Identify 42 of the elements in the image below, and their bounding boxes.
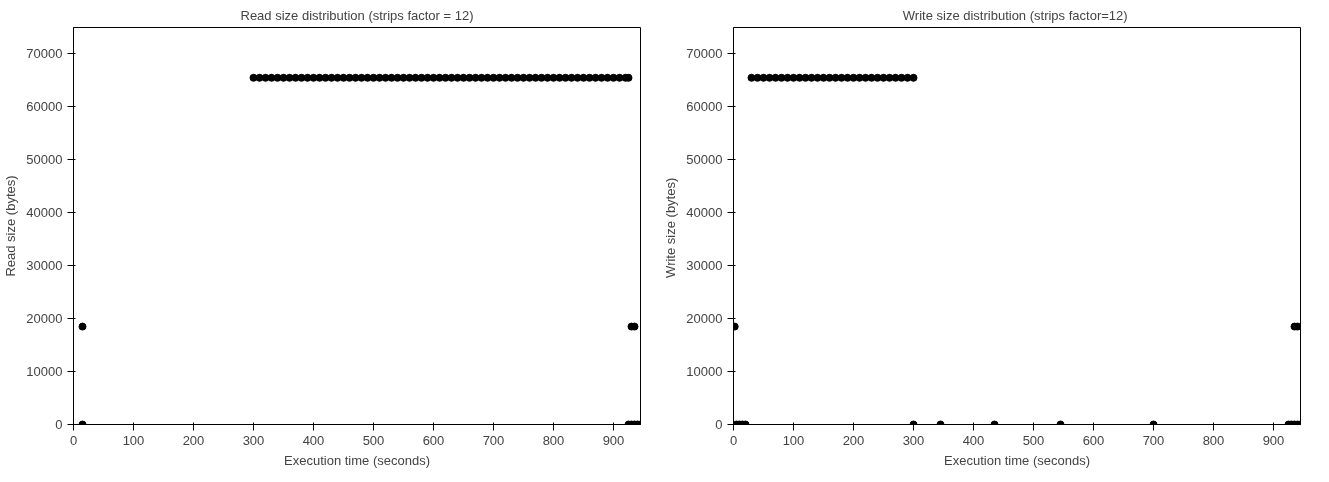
y-tick-label: 10000 <box>686 364 723 380</box>
x-tick-label: 400 <box>302 432 325 448</box>
y-tick-label: 10000 <box>26 364 63 380</box>
chart-title: Read size distribution (strips factor = 12) <box>240 7 474 23</box>
y-tick-label: 30000 <box>686 258 723 274</box>
y-axis-title: Read size (bytes) <box>3 175 19 277</box>
y-tick-label: 70000 <box>26 46 63 62</box>
y-tick-label: 50000 <box>26 152 63 168</box>
x-tick-label: 700 <box>482 432 505 448</box>
y-tick-label: 70000 <box>686 46 723 62</box>
chart-title: Write size distribution (strips factor=12) <box>902 7 1128 23</box>
x-tick-label: 500 <box>1022 432 1045 448</box>
x-tick-label: 600 <box>422 432 445 448</box>
y-tick-label: 60000 <box>686 99 723 115</box>
y-tick-label: 0 <box>715 417 723 432</box>
x-tick-label: 100 <box>782 432 805 448</box>
y-tick-label: 20000 <box>26 311 63 327</box>
x-tick-label: 600 <box>1082 432 1105 448</box>
x-axis-title: Execution time (seconds) <box>284 452 430 468</box>
y-tick-label: 20000 <box>686 311 723 327</box>
x-tick-label: 800 <box>542 432 565 448</box>
x-tick-label: 100 <box>122 432 145 448</box>
x-tick-label: 900 <box>1262 432 1285 448</box>
x-tick-label: 400 <box>962 432 985 448</box>
y-tick-label: 40000 <box>686 205 723 221</box>
y-tick-label: 40000 <box>26 205 63 221</box>
y-axis-title: Write size (bytes) <box>663 177 679 278</box>
x-axis-title: Execution time (seconds) <box>944 452 1090 468</box>
x-tick-label: 300 <box>242 432 265 448</box>
y-tick-label: 0 <box>55 417 63 432</box>
x-tick-label: 200 <box>842 432 865 448</box>
x-tick-label: 500 <box>362 432 385 448</box>
x-tick-label: 300 <box>902 432 925 448</box>
y-tick-label: 50000 <box>686 152 723 168</box>
y-tick-label: 60000 <box>26 99 63 115</box>
x-tick-label: 0 <box>729 432 738 448</box>
x-tick-label: 800 <box>1202 432 1225 448</box>
x-tick-label: 0 <box>69 432 78 448</box>
x-tick-label: 200 <box>182 432 205 448</box>
x-tick-label: 700 <box>1142 432 1165 448</box>
y-tick-label: 30000 <box>26 258 63 274</box>
x-tick-label: 900 <box>602 432 625 448</box>
